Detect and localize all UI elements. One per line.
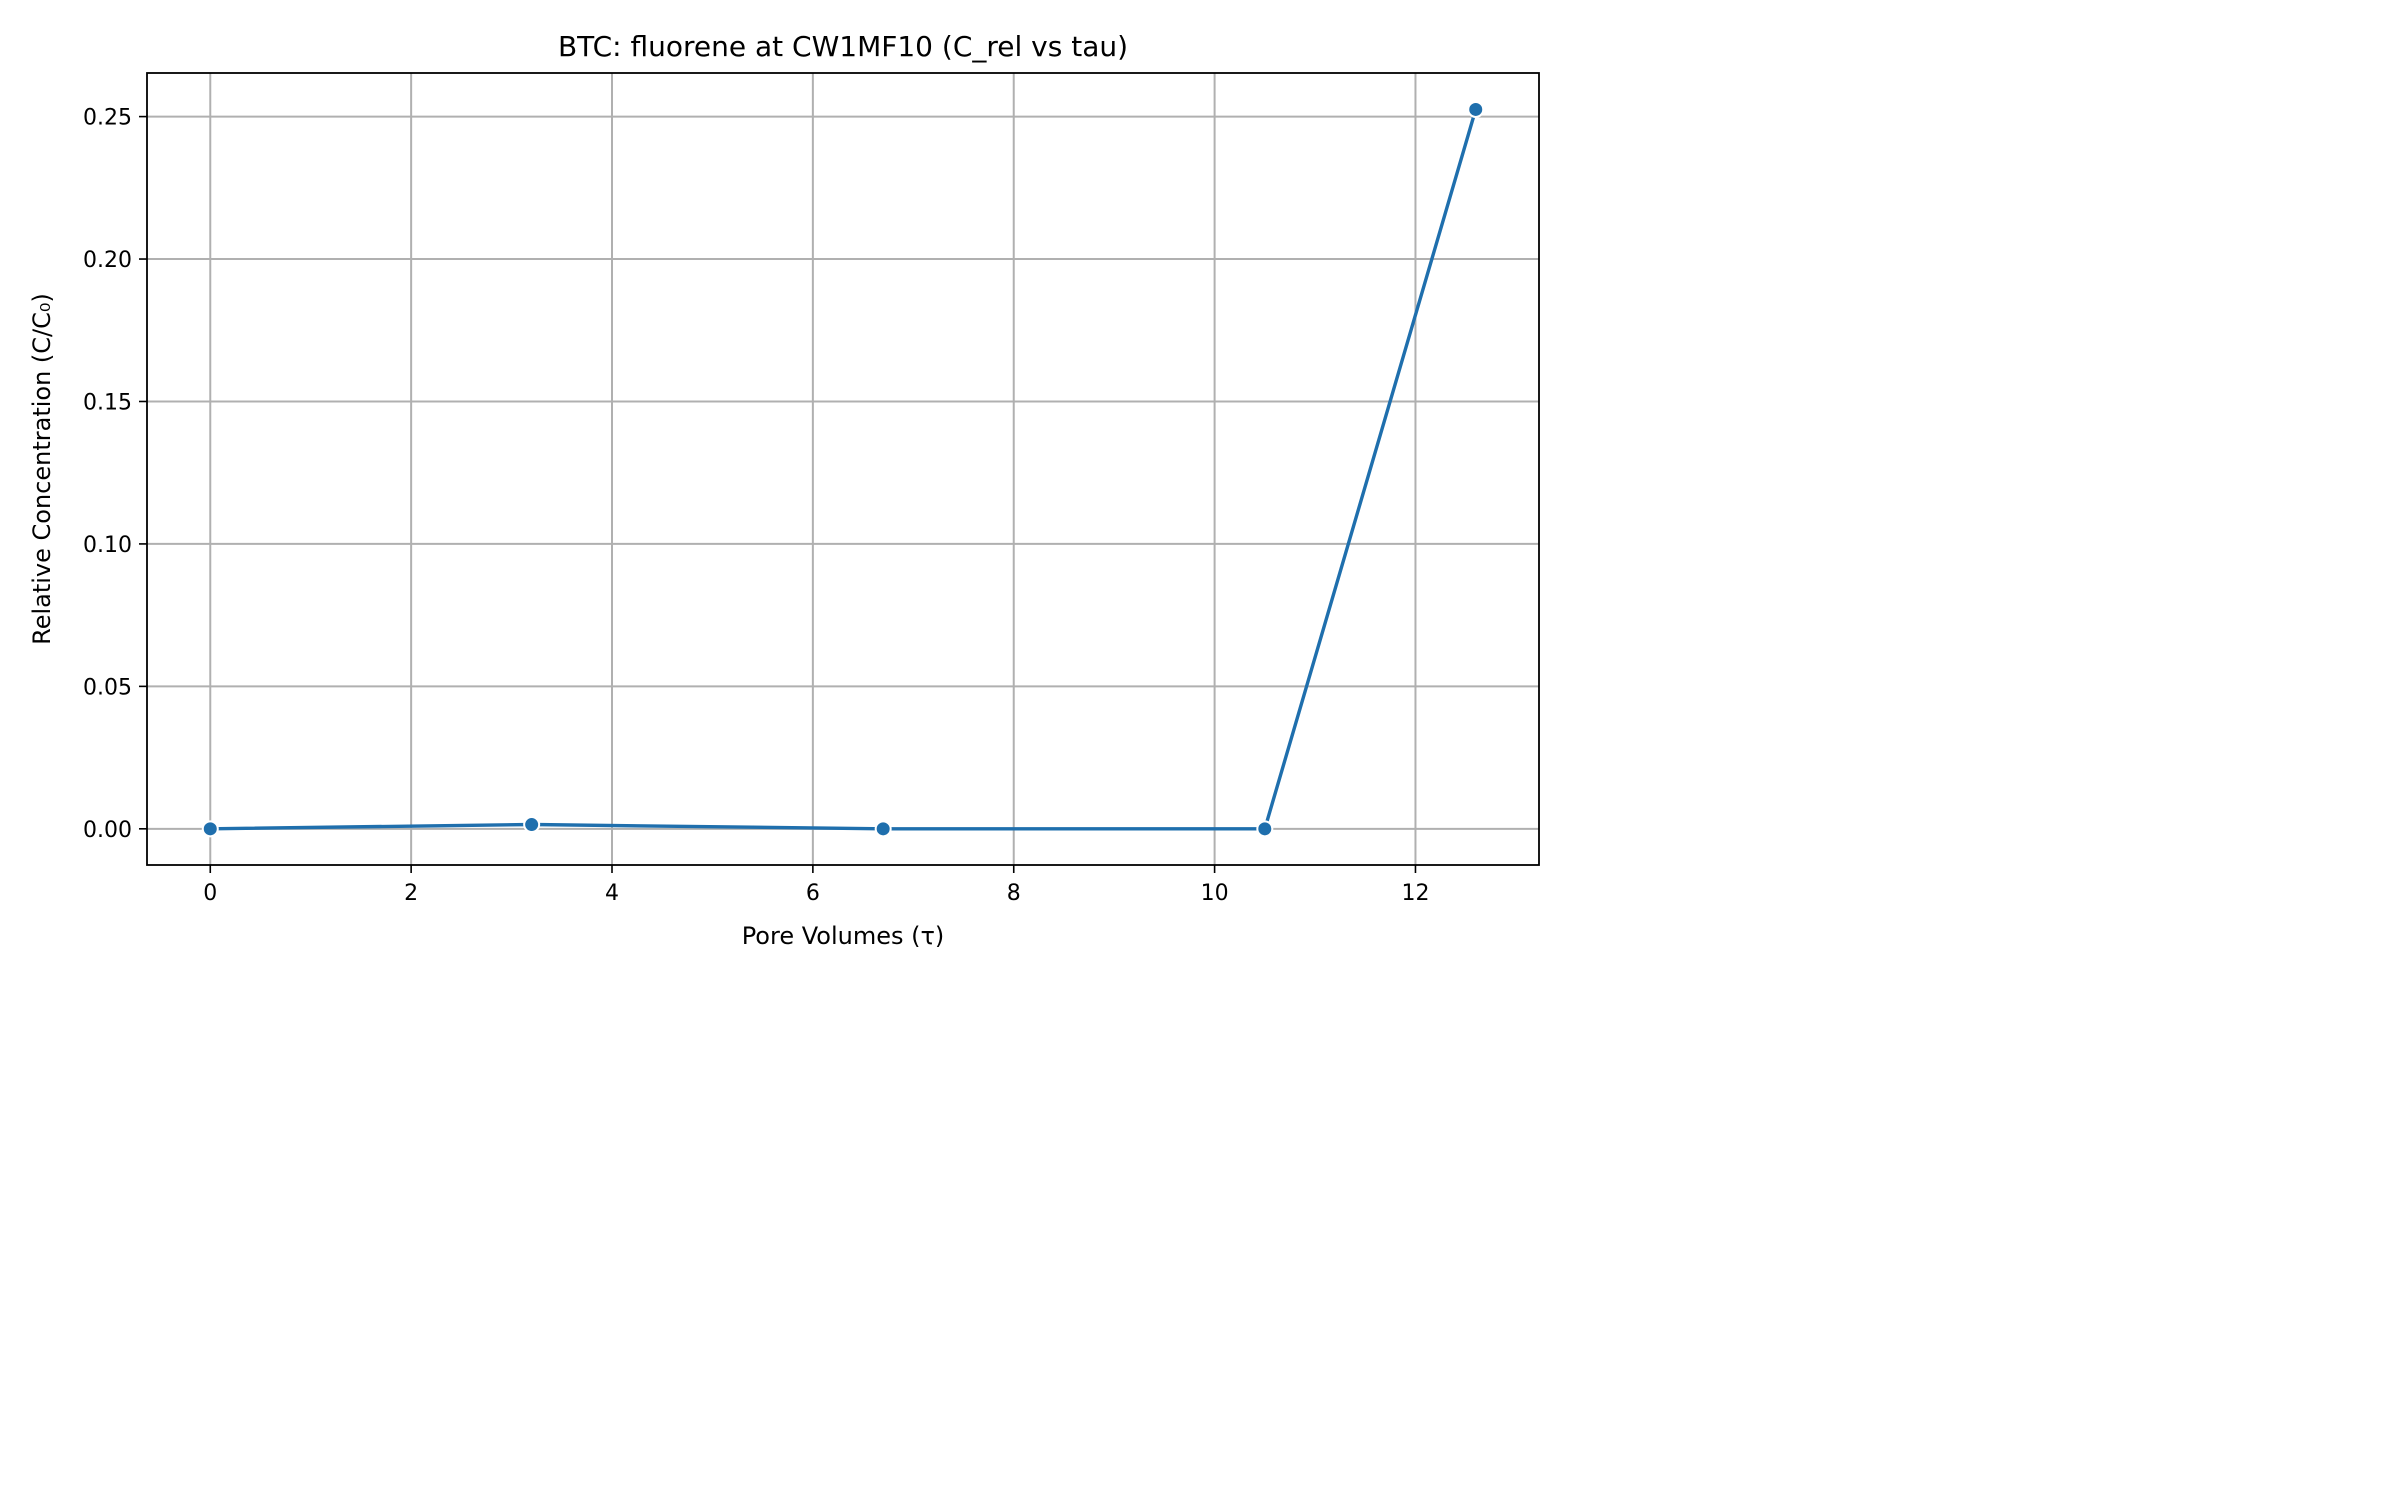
x-tick-label: 6: [806, 881, 820, 906]
x-axis-ticks: 0 2 4 6 8 10 12: [203, 865, 1429, 906]
x-tick-label: 4: [605, 881, 619, 906]
x-tick-label: 0: [203, 881, 217, 906]
x-tick-label: 2: [404, 881, 418, 906]
data-point: [1467, 100, 1485, 118]
y-tick-label: 0.20: [83, 248, 132, 273]
y-tick-label: 0.10: [83, 533, 132, 558]
series-layer: [201, 100, 1485, 838]
x-tick-label: 10: [1201, 881, 1229, 906]
y-tick-label: 0.15: [83, 390, 132, 415]
chart-title: BTC: fluorene at CW1MF10 (C_rel vs tau): [558, 30, 1128, 63]
chart-background: [0, 0, 1567, 980]
y-tick-label: 0.05: [83, 675, 132, 700]
grid: [147, 73, 1539, 865]
data-point: [874, 820, 892, 838]
data-point: [1256, 820, 1274, 838]
data-point: [523, 816, 541, 834]
plot-frame: [146, 72, 1540, 866]
line-chart: 0 2 4 6 8 10 12 0.00 0.05 0.10 0.15 0.20 0.25 BTC: …: [0, 0, 1567, 980]
y-axis-label: Relative Concentration (C/C₀): [28, 293, 56, 645]
x-tick-label: 12: [1401, 881, 1429, 906]
data-point: [201, 820, 219, 838]
y-axis-ticks: 0.00 0.05 0.10 0.15 0.20 0.25: [83, 106, 147, 843]
x-axis-label: Pore Volumes (τ): [742, 922, 945, 950]
y-tick-label: 0.25: [83, 106, 132, 131]
y-tick-label: 0.00: [83, 818, 132, 843]
x-tick-label: 8: [1007, 881, 1021, 906]
